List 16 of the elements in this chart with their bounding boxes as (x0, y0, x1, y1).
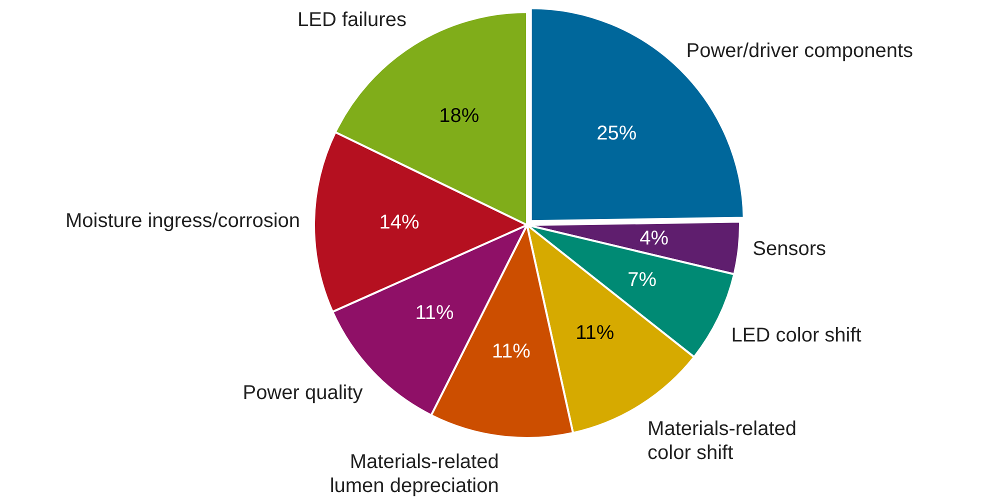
data-label: 25% (596, 122, 637, 144)
data-label: 11% (576, 322, 614, 344)
data-label: 11% (415, 302, 454, 324)
slice-label: Materials-related color shift (648, 418, 797, 464)
data-label: 18% (439, 105, 480, 128)
slice-label: LED color shift (731, 324, 862, 346)
slice-label: Power/driver components (686, 40, 914, 62)
slice-label: Materials-related lumen depreciation (330, 450, 499, 497)
data-label: 7% (628, 269, 657, 292)
slice-label: Power quality (242, 382, 363, 404)
data-label: 11% (492, 340, 531, 362)
slice-label: LED failures (298, 9, 406, 32)
slice-label: Moisture ingress/corrosion (65, 210, 300, 232)
data-label: 14% (379, 212, 420, 234)
slice-label: Sensors (752, 238, 826, 260)
data-label: 4% (640, 227, 669, 250)
